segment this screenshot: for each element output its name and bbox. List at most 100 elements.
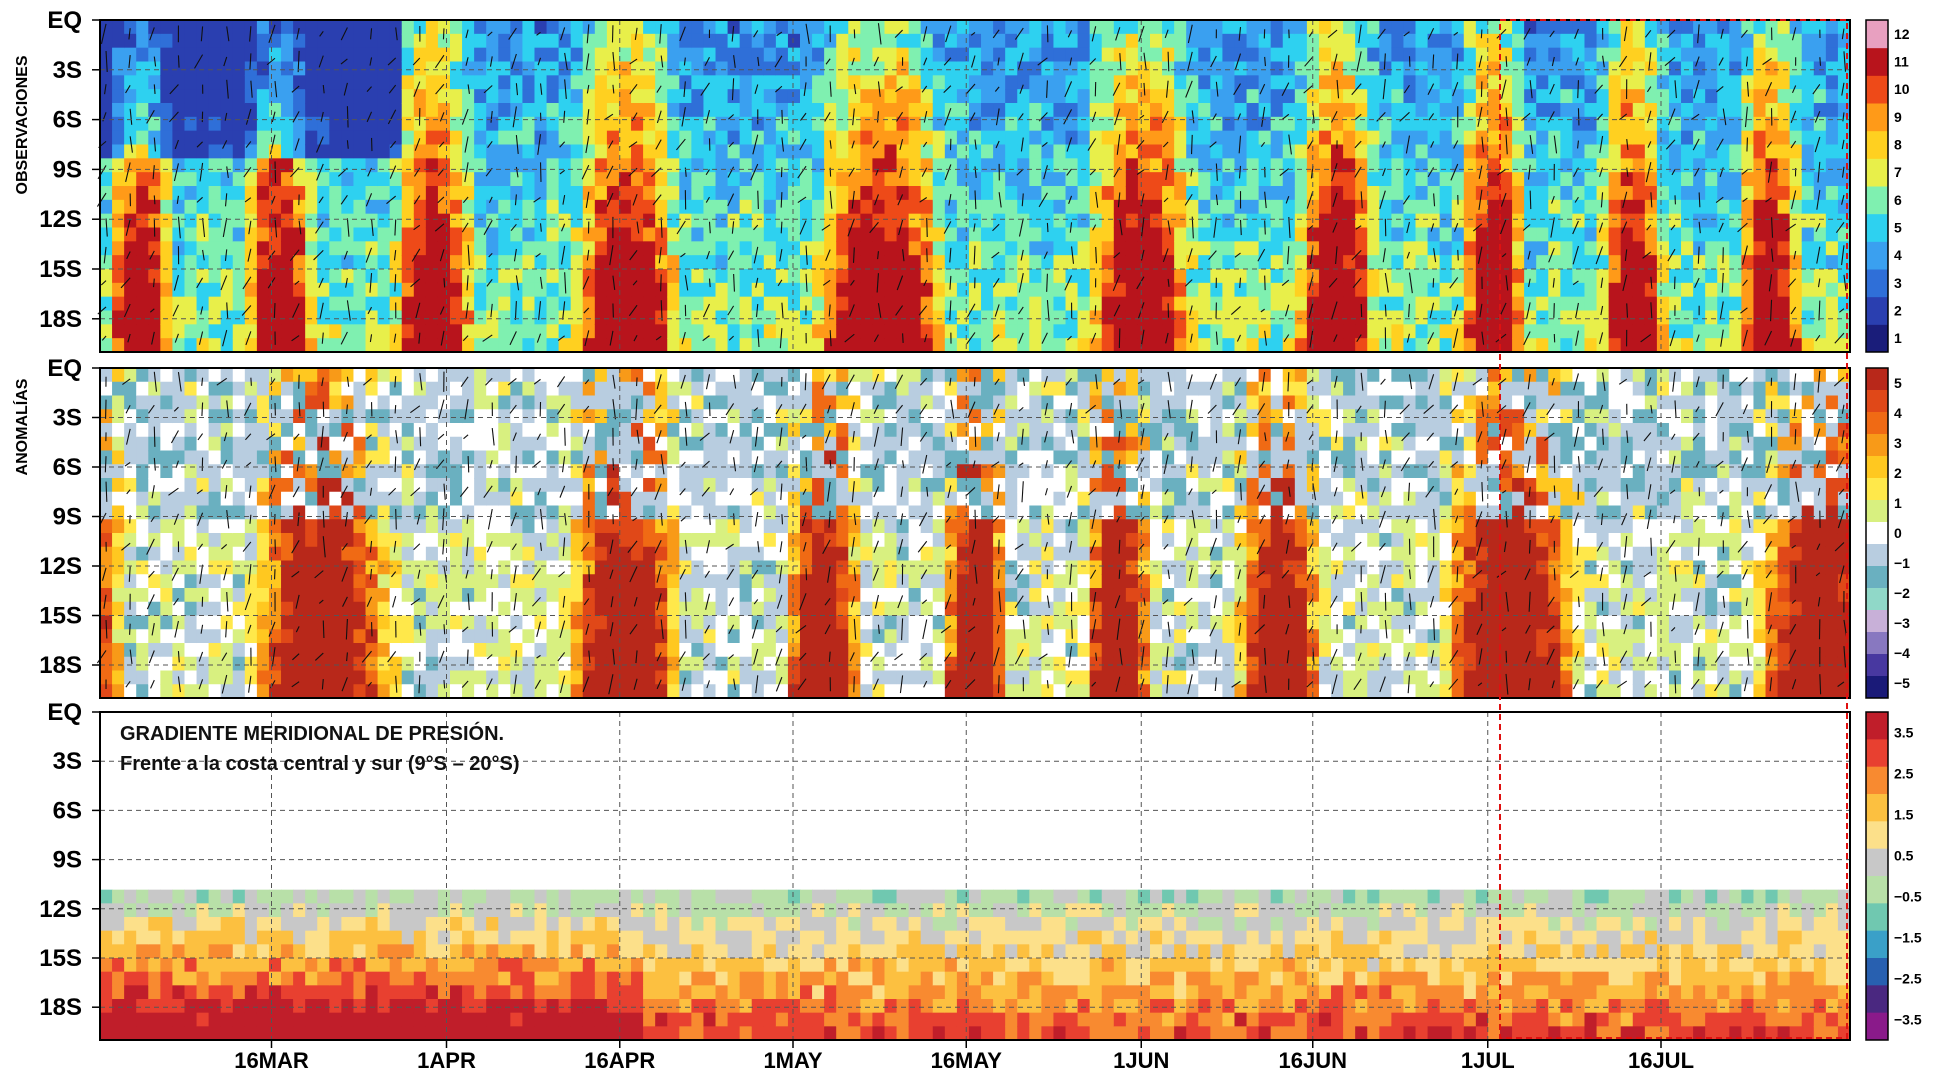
heatmap-cell [1306,20,1320,35]
heatmap-cell [618,282,632,298]
heatmap-cell [1439,213,1453,229]
heatmap-cell [667,186,680,201]
colorbar-tick-label: 5 [1894,220,1902,236]
heatmap-cell [208,436,222,452]
heatmap-cell [1150,310,1163,325]
heatmap-cell [522,116,536,132]
heatmap-cell [1596,255,1610,270]
heatmap-cell [510,324,524,339]
heatmap-cell [208,423,222,438]
heatmap-cell [993,47,1006,63]
heatmap-cell [341,519,355,534]
heatmap-cell [124,533,137,548]
heatmap-cell [1053,172,1067,187]
heatmap-cell [305,395,318,410]
heatmap-cell [1246,116,1260,132]
heatmap-cell [1041,324,1055,339]
heatmap-cell [196,491,210,507]
heatmap-cell [1355,296,1368,312]
heatmap-cell [208,172,222,187]
heatmap-cell [196,670,210,685]
heatmap-cell [727,213,741,229]
heatmap-cell [1548,282,1561,298]
heatmap-cell [872,89,886,104]
heatmap-cell [1427,255,1441,270]
heatmap-cell [896,172,910,187]
heatmap-cell [172,395,186,410]
heatmap-cell [1801,310,1815,325]
heatmap-cell [1427,310,1441,325]
heatmap-cell [377,670,391,685]
heatmap-cell [1258,296,1272,312]
wind-arrow [1238,26,1242,41]
heatmap-cell [341,310,355,325]
wind-arrow [1331,163,1338,182]
heatmap-cell [1765,338,1779,353]
heatmap-cell [534,75,548,90]
heatmap-cell [148,61,161,76]
heatmap-cell [1017,103,1030,118]
wind-arrow [365,247,373,263]
heatmap-cell [739,75,753,90]
heatmap-cell [305,464,318,479]
heatmap-cell [1451,199,1465,215]
heatmap-cell [377,47,391,63]
heatmap-cell [256,130,270,146]
heatmap-cell [1222,213,1236,229]
heatmap-cell [800,130,813,146]
heatmap-cell [1294,158,1308,173]
heatmap-cell [1536,89,1549,104]
heatmap-cell [1681,158,1694,173]
heatmap-cell [1656,241,1670,256]
wind-arrow [1547,111,1555,123]
heatmap-cell [1524,213,1537,229]
heatmap-cell [160,20,174,35]
heatmap-cell [1125,213,1139,229]
heatmap-cell [1125,310,1139,325]
heatmap-cell [1656,310,1670,325]
wind-arrow [512,106,517,128]
wind-arrow [1020,137,1024,152]
heatmap-cell [124,89,137,104]
heatmap-cell [1343,324,1356,339]
heatmap-cell [1560,47,1574,63]
heatmap-cell [1584,310,1598,325]
heatmap-cell [1005,269,1018,284]
wind-arrow [583,307,590,314]
heatmap-cell [1463,89,1477,104]
heatmap-cell [256,172,270,187]
heatmap-cell [1089,338,1103,353]
wind-arrow [413,81,421,97]
heatmap-cell [244,381,258,397]
heatmap-cell [1294,116,1308,132]
heatmap-cell [329,186,342,201]
heatmap-cell [317,282,330,298]
wind-arrow [1528,278,1531,288]
heatmap-cell [1668,296,1682,312]
heatmap-cell [196,324,210,339]
heatmap-cell [244,296,258,312]
heatmap-cell [317,158,330,173]
heatmap-cell [244,144,258,159]
heatmap-cell [256,464,270,479]
heatmap-cell [1632,186,1646,201]
heatmap-cell [1101,213,1115,229]
heatmap-cell [1632,296,1646,312]
heatmap-cell [1125,47,1139,63]
heatmap-cell [546,144,560,159]
heatmap-cell [498,103,511,118]
heatmap-cell [932,186,946,201]
heatmap-cell [848,282,861,298]
heatmap-cell [570,61,584,76]
heatmap-cell [172,588,186,603]
heatmap-cell [1415,116,1429,132]
heatmap-cell [498,47,511,63]
heatmap-cell [1150,61,1163,76]
heatmap-cell [425,144,439,159]
heatmap-cell [1837,20,1851,35]
heatmap-cell [1632,282,1646,298]
heatmap-cell [968,172,982,187]
heatmap-cell [305,519,318,534]
heatmap-cell [124,61,137,76]
heatmap-cell [1318,241,1332,256]
